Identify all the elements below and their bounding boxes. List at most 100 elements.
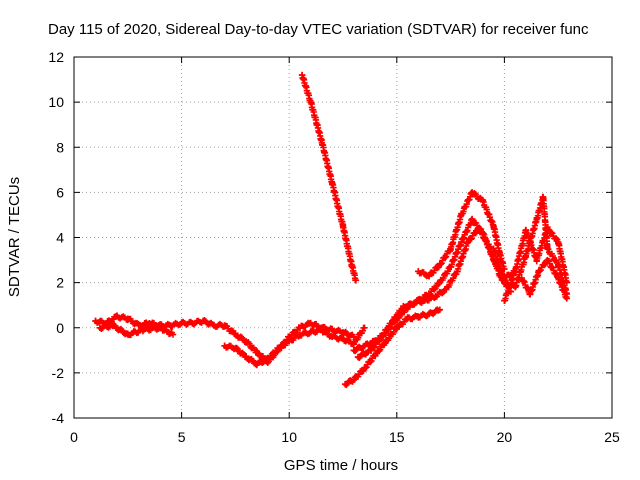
- data-point: [339, 335, 347, 343]
- y-tick-label: -4: [52, 410, 65, 426]
- x-tick-label: 0: [70, 429, 78, 445]
- data-point: [522, 252, 530, 259]
- series-arc-11: [518, 256, 571, 302]
- data-point: [378, 333, 385, 340]
- data-point: [339, 223, 347, 230]
- data-point: [135, 322, 142, 329]
- data-point: [361, 324, 368, 331]
- data-point: [490, 245, 497, 252]
- data-point: [232, 331, 239, 338]
- data-point: [425, 311, 433, 318]
- data-point: [109, 322, 116, 329]
- data-point: [436, 261, 444, 268]
- data-layer: [92, 71, 571, 389]
- data-point: [544, 256, 551, 264]
- data-point: [501, 297, 508, 304]
- series-trace: [298, 71, 359, 284]
- data-point: [341, 380, 349, 388]
- x-tick-label: 25: [604, 429, 620, 445]
- data-point: [486, 243, 493, 250]
- y-tick-label: 6: [56, 184, 64, 200]
- data-point: [410, 299, 418, 307]
- data-point: [400, 304, 407, 311]
- data-point: [350, 347, 357, 354]
- data-point: [468, 189, 476, 196]
- data-point: [496, 252, 504, 259]
- data-point: [221, 322, 228, 329]
- data-point: [563, 279, 571, 286]
- data-point: [113, 313, 121, 320]
- data-point: [348, 261, 355, 268]
- data-point: [178, 320, 185, 327]
- data-point: [447, 245, 454, 252]
- data-point: [361, 365, 368, 372]
- data-point: [382, 338, 390, 345]
- data-point: [415, 268, 422, 275]
- series-trace: [350, 215, 517, 355]
- series-arc-8: [415, 189, 508, 280]
- data-point: [146, 320, 153, 327]
- chart-title: Day 115 of 2020, Sidereal Day-to-day VTE…: [48, 21, 589, 38]
- data-point: [425, 272, 433, 280]
- data-point: [307, 329, 314, 336]
- series-trace: [92, 312, 356, 366]
- data-point: [555, 238, 562, 246]
- y-tick-label: 8: [56, 139, 64, 155]
- data-point: [421, 297, 428, 304]
- data-point: [318, 326, 325, 334]
- data-point: [124, 331, 131, 338]
- data-point: [253, 360, 261, 368]
- data-point: [156, 324, 164, 331]
- data-point: [432, 292, 439, 300]
- data-point: [298, 71, 306, 79]
- data-point: [189, 320, 196, 327]
- data-point: [139, 326, 147, 334]
- y-tick-label: 10: [48, 94, 64, 110]
- series-arc-1: [92, 312, 357, 366]
- data-point: [361, 342, 368, 349]
- data-point: [563, 295, 571, 302]
- data-point: [453, 268, 461, 275]
- data-point: [296, 324, 304, 331]
- series-arc-4: [298, 71, 360, 284]
- data-point: [92, 317, 99, 325]
- data-point: [199, 317, 207, 325]
- y-tick-label: 0: [56, 320, 64, 336]
- data-point: [464, 238, 472, 246]
- data-point: [458, 211, 465, 219]
- series-arc-7: [354, 224, 515, 361]
- data-point: [242, 338, 250, 345]
- data-point: [555, 274, 562, 282]
- data-point: [389, 317, 396, 325]
- data-point: [354, 353, 362, 361]
- series-arc-3: [221, 324, 368, 369]
- x-tick-label: 15: [389, 429, 405, 445]
- data-point: [518, 274, 525, 282]
- data-point: [307, 320, 314, 327]
- data-point: [286, 338, 293, 345]
- data-point: [124, 315, 131, 322]
- y-tick-label: 12: [48, 49, 64, 65]
- data-point: [535, 268, 543, 275]
- data-point: [275, 344, 282, 352]
- x-tick-label: 5: [178, 429, 186, 445]
- data-point: [436, 279, 444, 286]
- data-point: [329, 180, 336, 187]
- y-tick-label: 4: [56, 230, 64, 246]
- data-point: [393, 324, 400, 331]
- y-tick-label: 2: [56, 275, 64, 291]
- data-point: [169, 331, 177, 338]
- data-point: [329, 326, 336, 334]
- data-point: [533, 256, 540, 264]
- data-point: [475, 225, 482, 232]
- data-point: [253, 349, 261, 356]
- data-point: [242, 353, 250, 361]
- data-point: [404, 315, 411, 322]
- data-point: [339, 329, 347, 336]
- data-point: [443, 286, 450, 293]
- axis-ticks: 0 5 10 15 20 25 -4 -2 0 2 4 6 8 10 12: [48, 49, 620, 445]
- series-arc-10: [501, 223, 571, 304]
- data-point: [318, 137, 325, 144]
- data-point: [350, 340, 357, 347]
